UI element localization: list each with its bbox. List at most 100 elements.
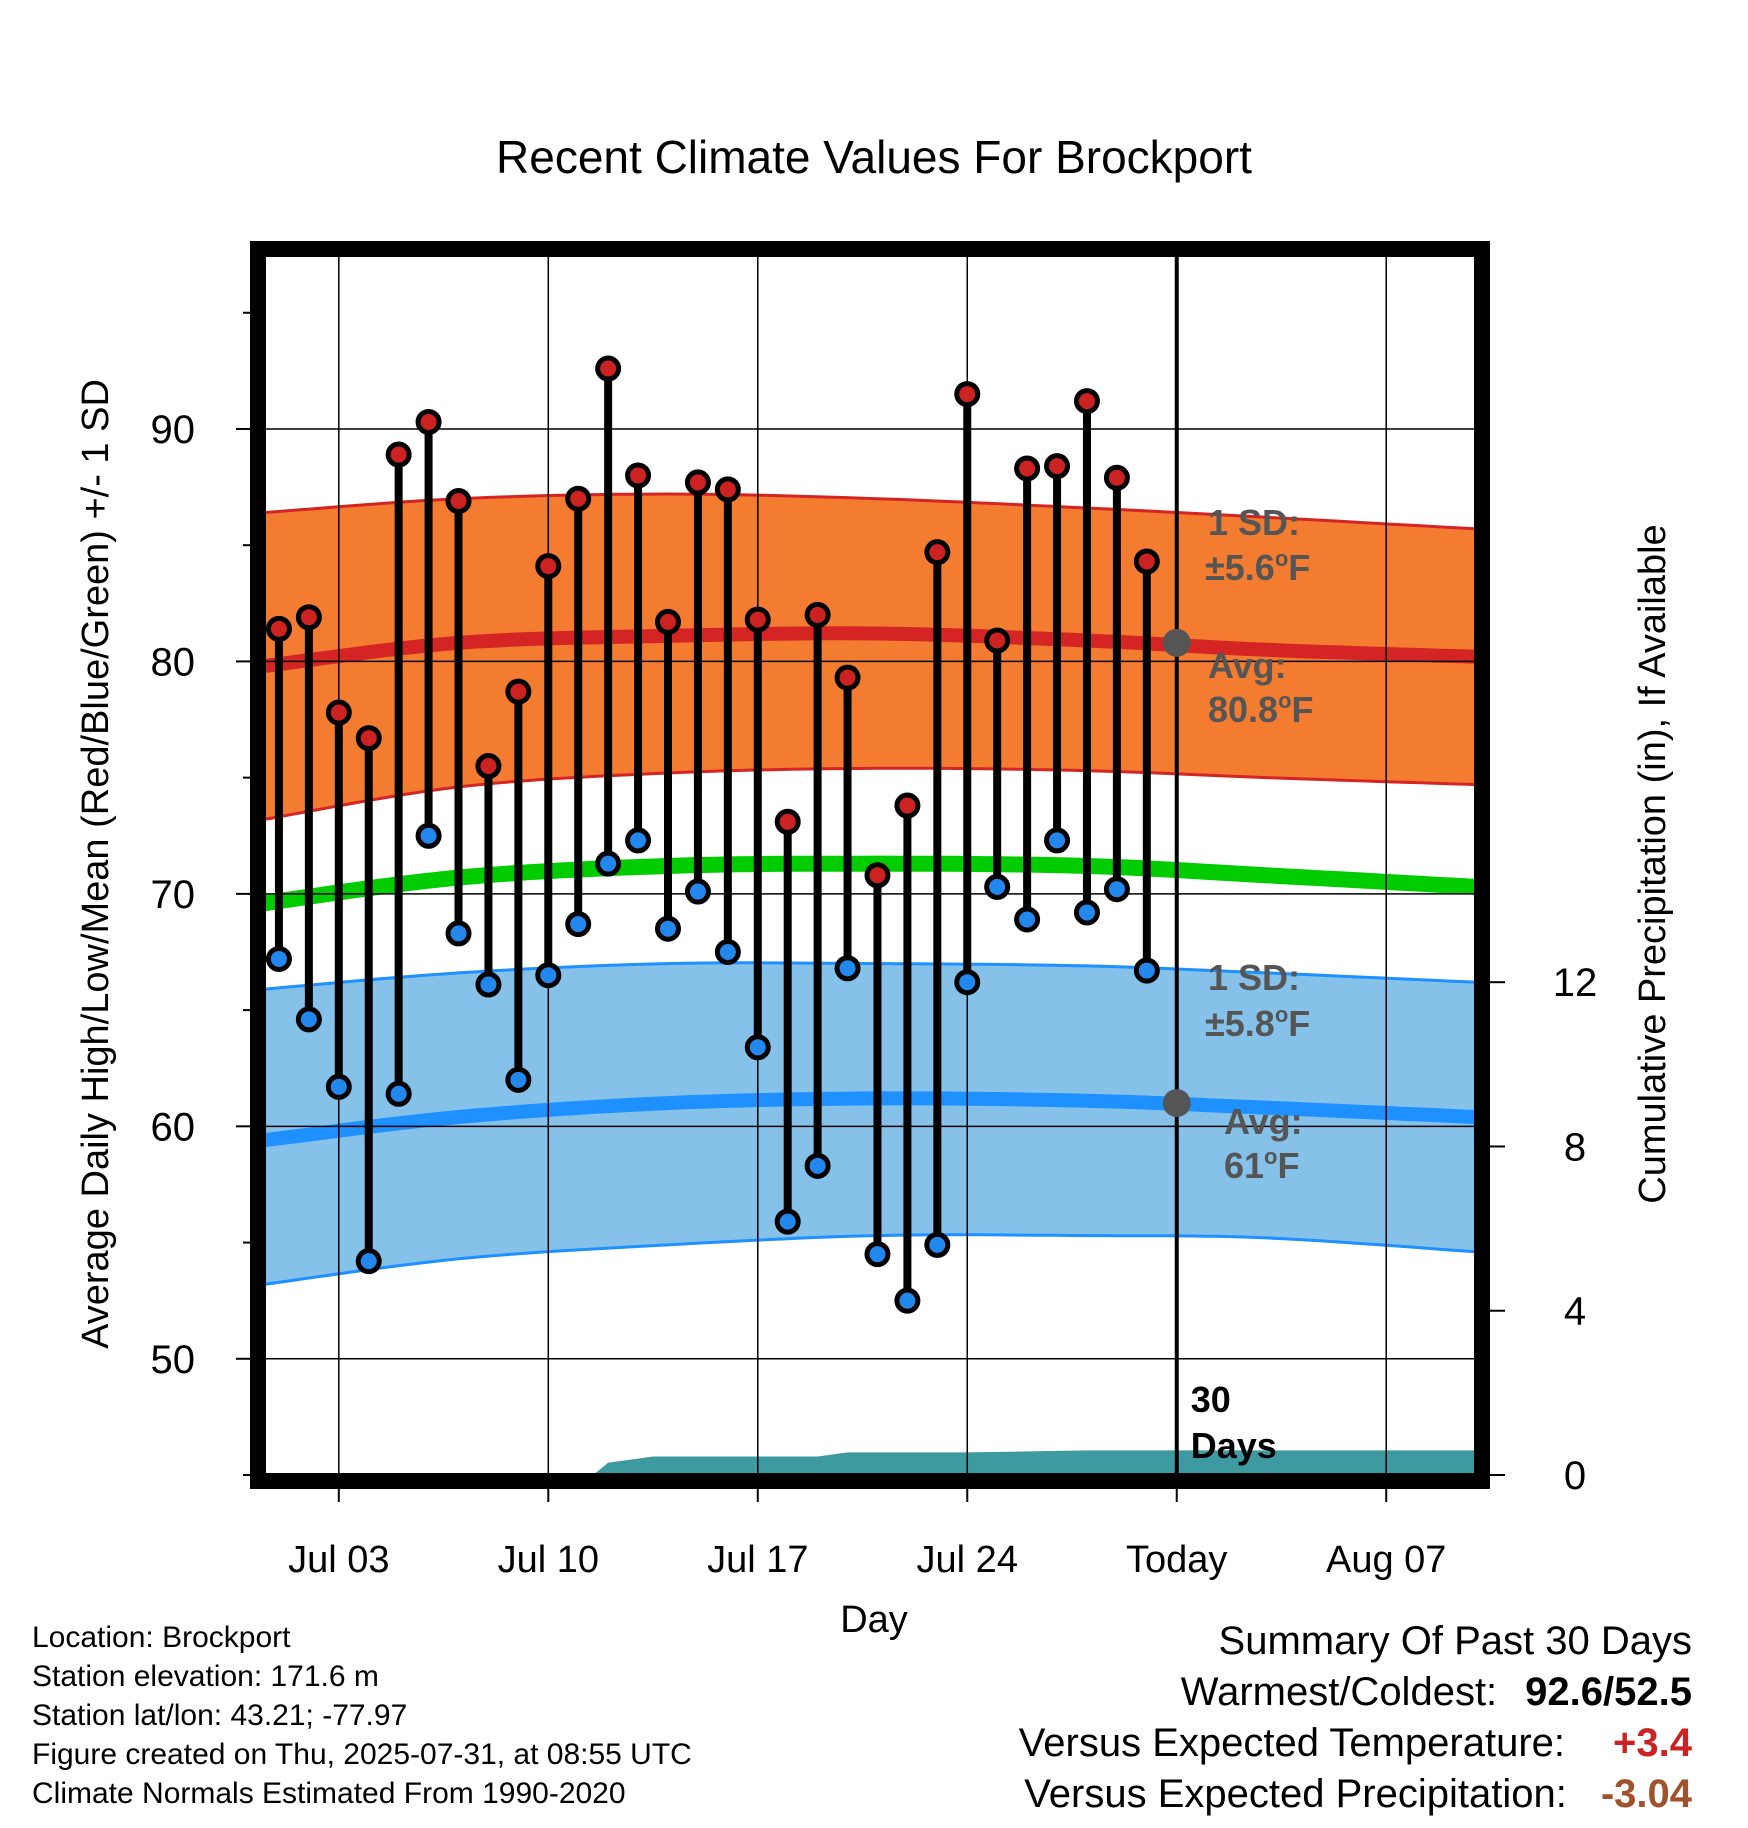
low-point-10 xyxy=(535,962,562,989)
high-point-6 xyxy=(415,408,442,435)
high-point-26 xyxy=(1014,455,1041,482)
daily-temperature-bars xyxy=(265,355,1160,1314)
today-days-label-1: Days xyxy=(1191,1425,1277,1466)
high-point-8 xyxy=(475,753,502,780)
created-text: Figure created on Thu, 2025-07-31, at 08… xyxy=(32,1738,692,1771)
low-avg-today-dot xyxy=(1162,1089,1191,1118)
x-tick-label-0: Jul 03 xyxy=(288,1539,389,1581)
summary-title: Summary Of Past 30 Days xyxy=(1218,1619,1692,1663)
low-point-13 xyxy=(625,827,652,854)
low-avg-value: 61oF xyxy=(1224,1144,1300,1186)
low-point-5 xyxy=(385,1080,412,1107)
temp-departure-value: +3.4 xyxy=(1613,1721,1692,1765)
high-avg-today-dot xyxy=(1162,628,1191,657)
high-point-29 xyxy=(1103,464,1130,491)
x-tick-label-3: Jul 24 xyxy=(917,1539,1018,1581)
low-point-1 xyxy=(265,945,292,972)
precip-area xyxy=(258,1450,1482,1475)
low-sd-band-fill xyxy=(264,962,1476,1285)
high-point-2 xyxy=(295,604,322,631)
low-point-19 xyxy=(804,1152,831,1179)
low-point-15 xyxy=(684,878,711,905)
low-point-21 xyxy=(864,1241,891,1268)
high-point-3 xyxy=(325,699,352,726)
high-point-20 xyxy=(834,664,861,691)
high-point-5 xyxy=(385,441,412,468)
y2-tick-label-8: 8 xyxy=(1564,1125,1586,1169)
high-point-9 xyxy=(505,678,532,705)
today-marker: 30 Days xyxy=(1174,243,1277,1475)
low-point-22 xyxy=(894,1287,921,1314)
y-axis-label: Average Daily High/Low/Mean (Red/Blue/Gr… xyxy=(75,379,117,1349)
precip-departure-value: -3.04 xyxy=(1600,1772,1692,1816)
location-text: Location: Brockport xyxy=(32,1621,291,1654)
high-point-12 xyxy=(595,355,622,382)
high-point-18 xyxy=(774,808,801,835)
low-point-28 xyxy=(1073,899,1100,926)
high-point-23 xyxy=(924,539,951,566)
x-axis-label: Day xyxy=(840,1599,908,1641)
x-tick-label-4: Today xyxy=(1126,1539,1227,1581)
today-days-label-0: 30 xyxy=(1191,1379,1231,1420)
high-avg-value: 80.8oF xyxy=(1208,688,1314,730)
high-point-14 xyxy=(654,608,681,635)
x-tick-label-5: Aug 07 xyxy=(1326,1539,1446,1581)
high-point-25 xyxy=(984,627,1011,654)
low-point-23 xyxy=(924,1231,951,1258)
low-point-16 xyxy=(714,938,741,965)
low-point-8 xyxy=(475,971,502,998)
high-sd-band-fill xyxy=(264,494,1476,820)
low-point-14 xyxy=(654,915,681,942)
low-point-9 xyxy=(505,1066,532,1093)
y-tick-label-50: 50 xyxy=(151,1338,196,1382)
y-tick-label-90: 90 xyxy=(151,408,196,452)
y2-tick-label-0: 0 xyxy=(1564,1454,1586,1498)
high-point-1 xyxy=(265,615,292,642)
summary-panel: Summary Of Past 30 Days Warmest/Coldest:… xyxy=(1019,1616,1692,1820)
high-avg-label: Avg: xyxy=(1208,645,1287,686)
high-point-21 xyxy=(864,862,891,889)
low-point-30 xyxy=(1133,957,1160,984)
high-point-7 xyxy=(445,488,472,515)
high-point-24 xyxy=(954,381,981,408)
low-point-25 xyxy=(984,873,1011,900)
low-point-29 xyxy=(1103,876,1130,903)
warmest-coldest-value: 92.6/52.5 xyxy=(1525,1670,1692,1714)
high-point-10 xyxy=(535,553,562,580)
warmest-coldest-label: Warmest/Coldest: xyxy=(1180,1670,1498,1714)
temp-departure-label: Versus Expected Temperature: xyxy=(1018,1721,1566,1765)
high-point-27 xyxy=(1044,453,1071,480)
low-point-2 xyxy=(295,1006,322,1033)
y-tick-label-70: 70 xyxy=(151,873,196,917)
station-info: Location: Brockport Station elevation: 1… xyxy=(32,1618,692,1813)
precip-departure-label: Versus Expected Precipitation: xyxy=(1024,1772,1567,1816)
low-point-20 xyxy=(834,955,861,982)
high-sd-value: ±5.6oF xyxy=(1205,546,1310,588)
high-point-13 xyxy=(625,462,652,489)
warmest-coldest-row: Warmest/Coldest: 92.6/52.5 xyxy=(1019,1667,1692,1718)
normals-bands xyxy=(262,492,1477,1286)
low-point-24 xyxy=(954,969,981,996)
y2-tick-label-4: 4 xyxy=(1564,1290,1586,1334)
x-tick-label-1: Jul 10 xyxy=(498,1539,599,1581)
precip-departure-row: Versus Expected Precipitation: -3.04 xyxy=(1019,1769,1692,1820)
chart-title: Recent Climate Values For Brockport xyxy=(496,131,1252,183)
low-point-4 xyxy=(355,1248,382,1275)
axes: 50 60 70 80 90 0 4 8 12 Jul 03 Jul 10 Jul 17 Jul 24 T… xyxy=(151,241,1598,1581)
low-avg-label: Avg: xyxy=(1224,1101,1303,1142)
precipitation-area xyxy=(258,1450,1482,1475)
low-sd-label: 1 SD: xyxy=(1208,957,1300,998)
high-point-28 xyxy=(1073,388,1100,415)
high-sd-label: 1 SD: xyxy=(1208,502,1300,543)
high-point-16 xyxy=(714,476,741,503)
high-point-17 xyxy=(744,606,771,633)
low-point-12 xyxy=(595,850,622,877)
y-tick-label-60: 60 xyxy=(151,1105,196,1149)
low-point-17 xyxy=(744,1034,771,1061)
elevation-text: Station elevation: 171.6 m xyxy=(32,1660,379,1693)
x-tick-label-2: Jul 17 xyxy=(707,1539,808,1581)
y2-tick-label-12: 12 xyxy=(1553,961,1598,1005)
high-point-22 xyxy=(894,792,921,819)
